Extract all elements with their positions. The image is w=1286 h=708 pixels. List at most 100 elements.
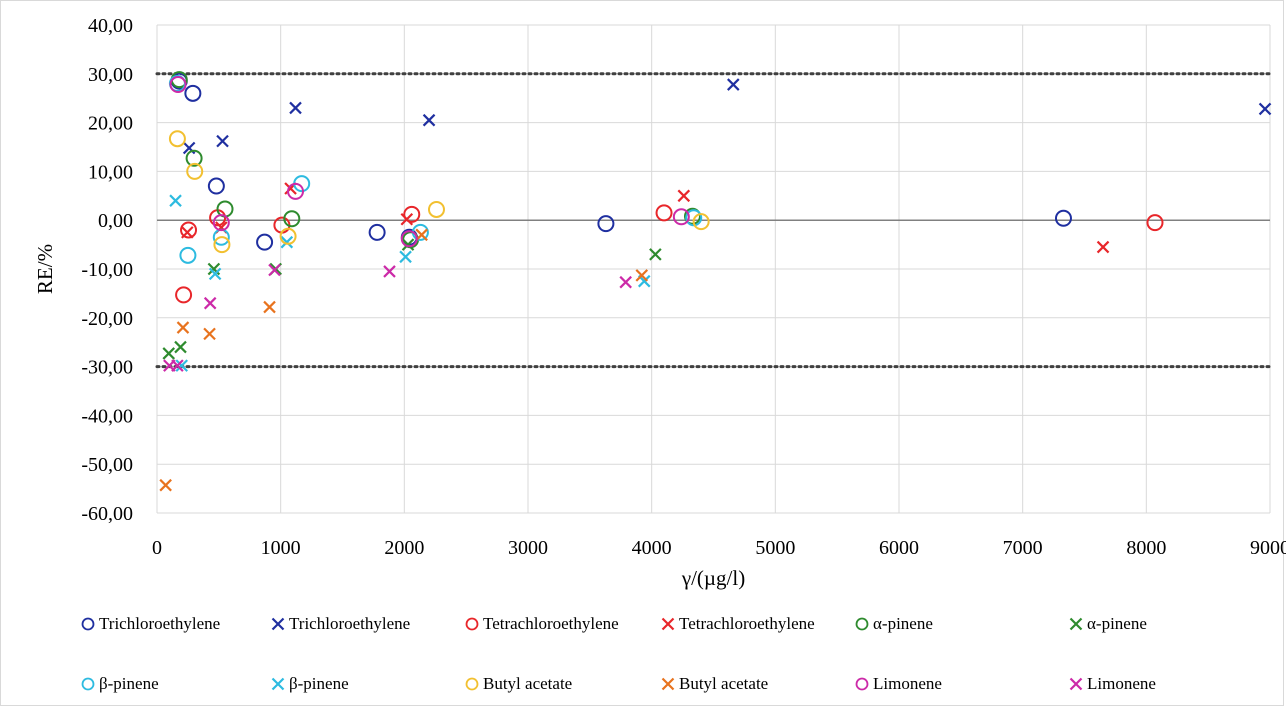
- legend-cross-marker: [1069, 677, 1083, 691]
- y-tick-label: 10,00: [88, 161, 133, 183]
- legend-item: Trichloroethylene: [270, 612, 410, 636]
- cross-point: [203, 327, 216, 341]
- legend-label: Butyl acetate: [679, 674, 769, 693]
- legend-marker-shape: [855, 617, 869, 631]
- legend-marker-shape: [1069, 677, 1083, 691]
- series-11: [163, 263, 632, 372]
- legend-circle-marker: [81, 617, 95, 631]
- circle-point: [287, 182, 305, 200]
- circle-point: [368, 223, 386, 241]
- x-tick-label: 7000: [1003, 537, 1043, 559]
- series-3: [181, 182, 1110, 254]
- series-9: [159, 228, 649, 492]
- x-tick-label: 4000: [632, 537, 672, 559]
- legend-item: β-pinene: [270, 672, 349, 696]
- legend-marker-shape: [81, 677, 95, 691]
- legend-item: α-pinene: [1068, 612, 1147, 636]
- legend-label: β-pinene: [99, 674, 159, 693]
- cross-point: [383, 265, 396, 278]
- legend-marker-shape: [81, 617, 95, 631]
- series-1: [182, 78, 1272, 155]
- x-tick-labels: 0 1000 2000 3000 4000 5000 6000 7000 8000 9000: [152, 537, 1286, 559]
- circle-point: [403, 205, 421, 223]
- series-6: [168, 75, 703, 264]
- legend-marker-shape: [661, 617, 675, 631]
- cross-point: [268, 263, 281, 277]
- y-tick-label: 20,00: [88, 113, 133, 135]
- y-tick-label: -60,00: [81, 503, 133, 525]
- series-0: [170, 72, 1072, 251]
- legend-marker-shape: [271, 617, 285, 631]
- circle-point: [672, 208, 690, 226]
- y-tick-label: -20,00: [81, 308, 133, 330]
- circle-point: [213, 236, 231, 254]
- cross-point: [422, 113, 436, 127]
- legend-marker-shape: [855, 677, 869, 691]
- y-tick-labels: 40,00 30,00 20,00 10,00 0,00 -10,00 -20,00 -30,…: [81, 15, 133, 525]
- x-tick-label: 3000: [508, 537, 548, 559]
- y-tick-label: 30,00: [88, 64, 133, 86]
- circle-point: [683, 207, 701, 225]
- cross-point: [181, 226, 194, 239]
- cross-point: [208, 267, 222, 281]
- legend-marker-shape: [661, 677, 675, 691]
- legend-circle-marker: [855, 677, 869, 691]
- cross-point: [415, 228, 428, 242]
- legend-label: Trichloroethylene: [289, 614, 411, 633]
- legend-cross-marker: [1069, 617, 1083, 631]
- legend-cross-marker: [661, 677, 675, 691]
- cross-point: [162, 347, 176, 360]
- legend-cross-marker: [271, 677, 285, 691]
- circle-point: [692, 213, 710, 231]
- legend-item: Butyl acetate: [660, 672, 768, 696]
- grid-lines: [156, 24, 1271, 514]
- legend-label: α-pinene: [1087, 614, 1147, 633]
- x-tick-label: 1000: [261, 537, 301, 559]
- scatter-chart: 40,00 30,00 20,00 10,00 0,00 -10,00 -20,00 -30,…: [33, 15, 1286, 590]
- circle-point: [427, 200, 445, 218]
- series-10: [169, 76, 690, 248]
- circle-point: [168, 130, 186, 148]
- cross-point: [677, 189, 691, 203]
- reference-lines: [155, 72, 1272, 369]
- circle-point: [184, 84, 202, 102]
- circle-point: [185, 149, 203, 167]
- circle-point: [179, 246, 197, 264]
- cross-point: [169, 194, 182, 207]
- legend-label: Limonene: [873, 674, 942, 693]
- series-8: [168, 130, 710, 254]
- cross-point: [635, 269, 649, 282]
- x-tick-label: 8000: [1126, 537, 1166, 559]
- cross-point: [175, 359, 189, 372]
- x-tick-label: 5000: [755, 537, 795, 559]
- circle-point: [180, 221, 198, 239]
- legend-label: Trichloroethylene: [99, 614, 221, 633]
- circle-point: [283, 210, 301, 228]
- cross-point: [727, 78, 740, 91]
- cross-point: [400, 212, 414, 226]
- cross-point: [159, 478, 172, 492]
- x-axis-title: γ/(µg/l): [681, 566, 745, 590]
- legend-label: β-pinene: [289, 674, 349, 693]
- legend-item: Limonene: [1068, 672, 1156, 696]
- legend-circle-marker: [81, 677, 95, 691]
- cross-point: [399, 250, 412, 264]
- cross-point: [176, 321, 190, 334]
- legend-item: Tetrachloroethylene: [464, 612, 619, 636]
- legend-item: α-pinene: [854, 612, 933, 636]
- circle-point: [655, 204, 673, 222]
- data-points: [159, 71, 1272, 492]
- cross-point: [203, 296, 217, 310]
- circle-point: [169, 76, 187, 94]
- cross-point: [174, 340, 187, 354]
- circle-point: [256, 233, 274, 251]
- legend-item: Trichloroethylene: [80, 612, 220, 636]
- legend-item: Butyl acetate: [464, 672, 572, 696]
- cross-point: [401, 238, 415, 251]
- circle-point: [597, 215, 615, 233]
- x-tick-label: 0: [152, 537, 162, 559]
- y-tick-label: 40,00: [88, 15, 133, 37]
- legend-marker-shape: [1069, 617, 1083, 631]
- legend-circle-marker: [465, 677, 479, 691]
- circle-point: [207, 177, 225, 195]
